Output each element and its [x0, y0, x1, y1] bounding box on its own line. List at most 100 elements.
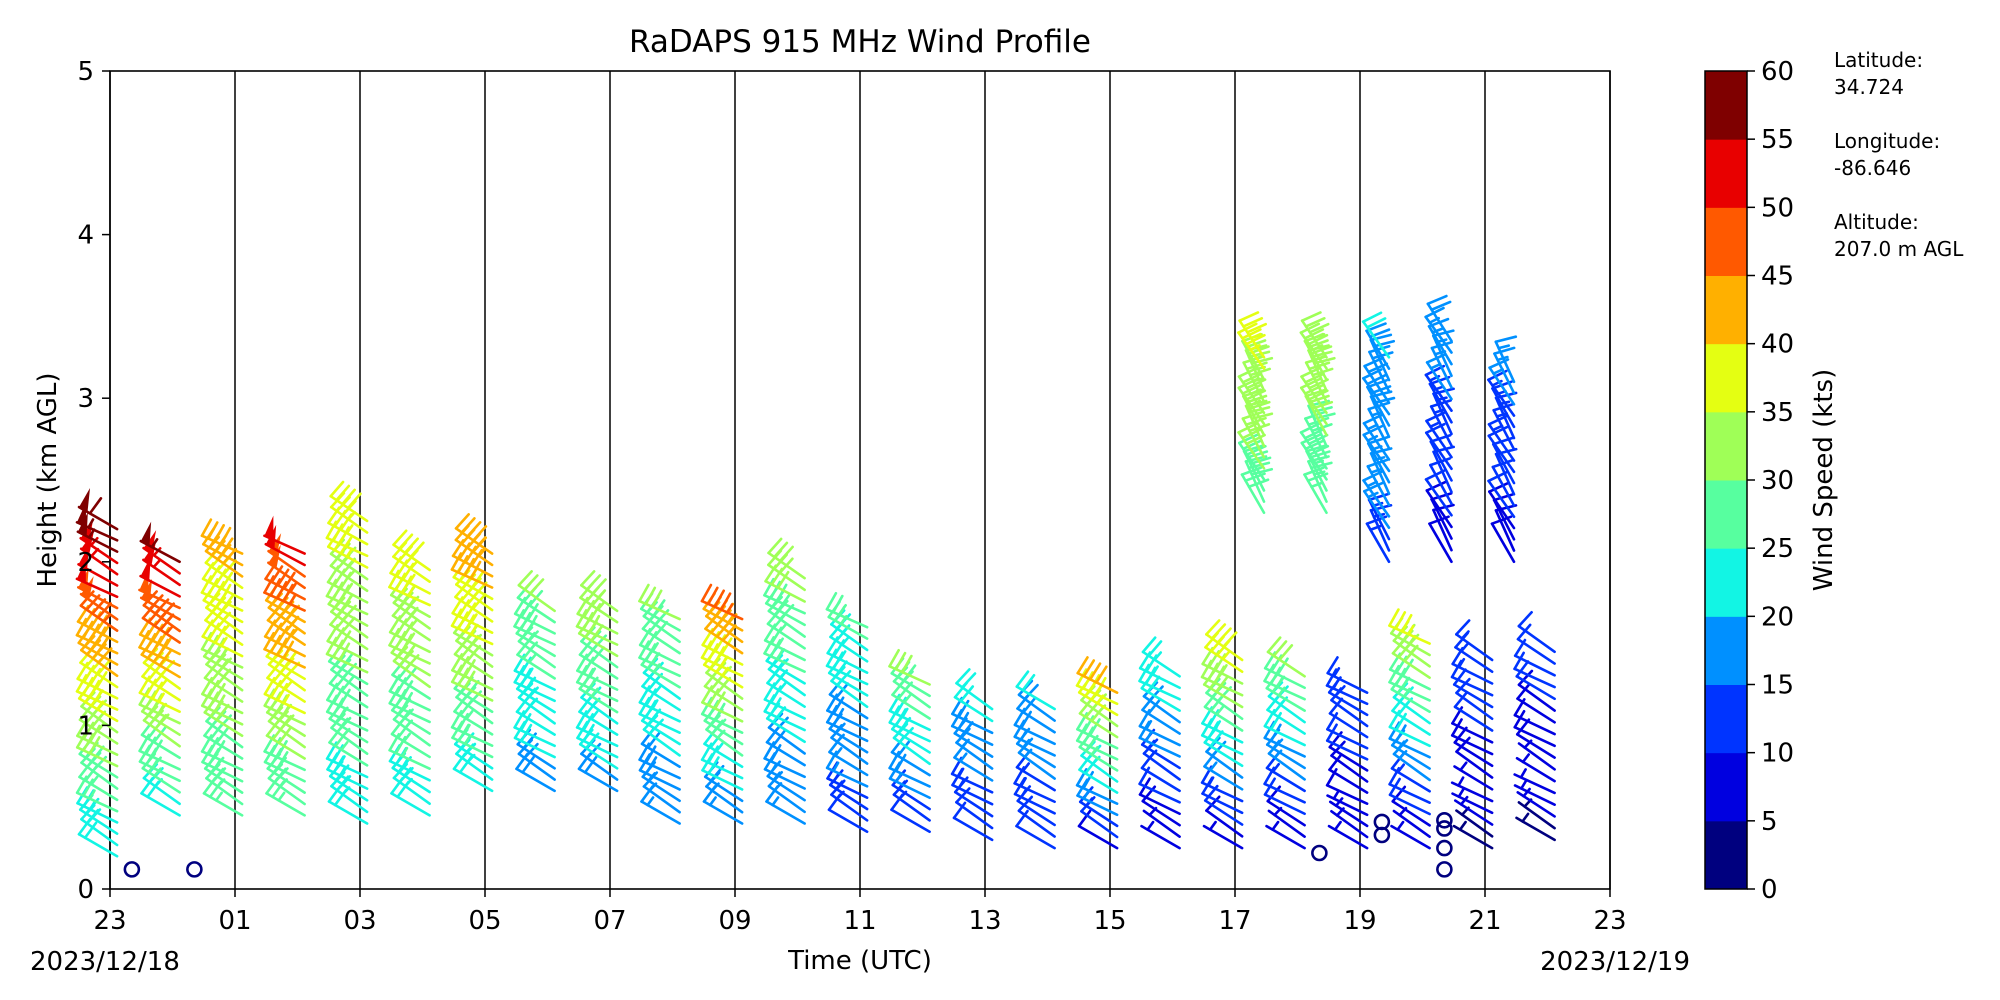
wind-barb	[1076, 656, 1119, 694]
barb-half-feather	[338, 766, 347, 777]
barb-half-feather	[221, 623, 231, 634]
wind-barb	[200, 734, 244, 772]
barb-staff	[79, 547, 119, 576]
longitude-label: Longitude:	[1834, 129, 1940, 153]
wind-barb	[79, 576, 119, 621]
barb-feather	[394, 572, 407, 592]
barb-feather	[282, 640, 295, 660]
barb-half-feather	[469, 625, 478, 636]
barb-half-feather	[1311, 343, 1324, 351]
barb-feather	[1088, 674, 1101, 693]
barb-feather	[580, 570, 596, 587]
barb-feather	[1452, 668, 1467, 686]
barb-feather	[465, 679, 480, 698]
barb-feather	[82, 620, 94, 640]
colorbar-tick-label: 0	[1761, 875, 1778, 905]
barb-half-feather	[901, 707, 909, 719]
barb-half-feather	[778, 681, 787, 692]
barb-feather	[152, 726, 167, 744]
barb-feather	[1430, 300, 1452, 312]
barb-feather	[523, 574, 539, 591]
barb-staff	[77, 505, 119, 531]
wind-barb	[1425, 480, 1453, 529]
barb-staff	[142, 558, 181, 587]
barb-feather	[1205, 619, 1221, 636]
barb-half-feather	[407, 632, 416, 643]
barb-half-feather	[151, 758, 159, 770]
plot-area	[75, 70, 1611, 890]
barb-feather	[276, 682, 289, 702]
barb-half-feather	[465, 710, 474, 721]
barb-staff	[1430, 498, 1453, 540]
barb-feather	[88, 497, 103, 515]
barb-half-feather	[101, 625, 110, 636]
barb-feather	[219, 583, 232, 603]
barb-feather	[401, 680, 414, 699]
wind-barb	[263, 631, 306, 669]
barb-half-feather	[338, 708, 346, 720]
longitude-value: -86.646	[1834, 156, 1911, 180]
barb-feather	[1517, 669, 1534, 687]
calm-marker	[1436, 811, 1453, 829]
wind-barb	[1075, 668, 1119, 706]
barb-half-feather	[1019, 730, 1028, 742]
barb-half-feather	[651, 699, 659, 710]
barb-half-feather	[1460, 642, 1469, 653]
barb-feather	[450, 552, 463, 571]
barb-feather	[959, 721, 974, 739]
barb-feather	[1238, 433, 1259, 445]
wind-barb	[825, 648, 869, 686]
wind-barb	[200, 518, 244, 555]
barb-feather	[763, 577, 775, 597]
barb-staff	[1513, 667, 1556, 689]
y-axis-label: Height (km AGL)	[33, 372, 63, 587]
barb-feather	[1303, 383, 1325, 395]
barb-feather	[1330, 740, 1346, 757]
barb-feather	[775, 583, 788, 603]
colorbar-segment	[1705, 684, 1747, 754]
x-tick-label: 19	[1343, 906, 1376, 936]
barb-feather	[460, 517, 476, 534]
barb-feather	[144, 632, 157, 652]
barb-feather	[340, 488, 356, 506]
barb-staff	[1451, 722, 1494, 744]
barb-half-feather	[1366, 423, 1379, 431]
wind-barb	[1517, 610, 1556, 654]
barb-half-feather	[344, 537, 352, 548]
barb-feather	[575, 609, 588, 628]
wind-barb	[1513, 779, 1556, 806]
barb-feather	[769, 580, 782, 600]
barb-half-feather	[1213, 720, 1222, 731]
barb-half-feather	[477, 547, 487, 558]
barb-feather	[1303, 328, 1325, 340]
barb-feather	[1095, 665, 1108, 684]
barb-staff	[79, 536, 119, 565]
barb-half-feather	[776, 649, 784, 661]
colorbar-tick-label: 30	[1761, 466, 1794, 496]
barb-staff	[1325, 739, 1369, 761]
barb-feather	[1276, 657, 1289, 676]
barb-staff	[1388, 793, 1431, 816]
x-tick-label: 15	[1093, 906, 1126, 936]
wind-barb	[1452, 668, 1494, 709]
wind-barb	[1450, 718, 1494, 756]
barb-half-feather	[463, 734, 472, 746]
y-tick-label: 5	[77, 57, 94, 87]
barb-half-feather	[1372, 512, 1386, 518]
barb-feather	[1388, 664, 1400, 684]
barb-feather	[1493, 346, 1516, 355]
barb-staff	[267, 561, 306, 590]
barb-half-feather	[776, 637, 784, 648]
barb-half-feather	[94, 690, 103, 702]
barb-staff	[1205, 809, 1244, 838]
barb-half-feather	[157, 692, 165, 704]
colorbar: 0 5 10 15 20 25 30 35 40 45 50 55 60	[1704, 57, 1794, 905]
barb-feather	[263, 575, 275, 594]
barb-feather	[200, 631, 213, 651]
barb-feather	[519, 713, 532, 732]
barb-feather	[338, 584, 351, 604]
barb-feather	[1015, 670, 1030, 688]
barb-feather	[1242, 444, 1266, 453]
barb-feather	[1308, 322, 1330, 334]
barb-half-feather	[1429, 362, 1442, 370]
